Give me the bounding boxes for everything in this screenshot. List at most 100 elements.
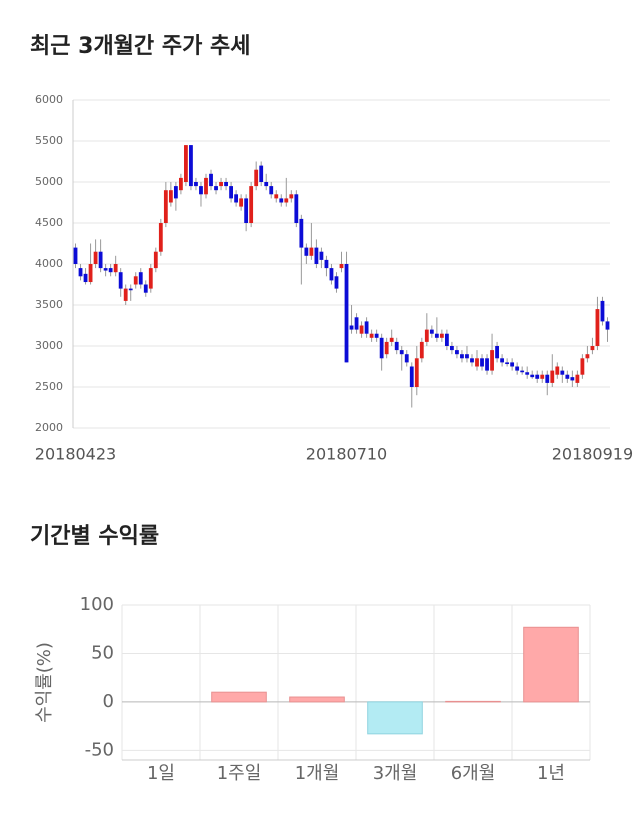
candle-body [525,372,529,374]
y-tick-label: 5500 [35,134,63,147]
candle-body [535,375,539,379]
candle-body [580,358,584,374]
candle-body [515,367,519,371]
candle-body [575,375,579,383]
y-tick-label: 4500 [35,216,63,229]
x-tick-label: 1일 [147,763,175,784]
candle-body [490,350,494,371]
x-tick-label: 1개월 [295,763,340,784]
candle-body [259,166,263,182]
candle-body [405,354,409,362]
candle-body [179,178,183,190]
y-tick-label: 3500 [35,298,63,311]
candle-body [314,248,318,264]
candle-body [360,326,364,334]
candle-body [485,358,489,370]
candle-body [586,354,590,358]
candle-body [99,252,103,268]
candle-body [596,309,600,346]
y-tick-label: 100 [80,594,114,615]
y-tick-label: 3000 [35,339,63,352]
candle-body [109,268,113,272]
x-tick-label: 1주일 [217,763,262,784]
candle-body [229,186,233,198]
candle-body [540,375,544,379]
candle-body [500,358,504,362]
candle-body [510,362,514,366]
candle-body [174,186,178,198]
candle-body [335,276,339,288]
candle-body [239,198,243,206]
candle-body [355,317,359,329]
candle-body [279,198,283,202]
candle-body [269,186,273,194]
candle-body [560,371,564,375]
candle-body [480,358,484,366]
x-tick-label: 3개월 [373,763,418,784]
candle-body [425,330,429,342]
bar [524,627,579,702]
candle-body [209,174,213,186]
candle-body [139,272,143,284]
candle-body [219,182,223,186]
candle-body [601,301,605,322]
candle-body [375,334,379,338]
y-tick-label: 4000 [35,257,63,270]
candle-body [365,321,369,333]
candle-body [380,338,384,359]
candle-body [400,350,404,354]
candle-body [294,194,298,223]
candle-body [104,268,108,270]
candle-body [475,358,479,366]
candle-body [385,342,389,354]
candle-body [134,276,138,284]
candle-body [304,248,308,256]
candle-body [309,248,313,256]
candle-body [159,223,163,252]
bar [290,697,345,702]
candle-body [325,260,329,268]
y-tick-label: 2000 [35,421,63,434]
candle-body [94,252,98,264]
candle-body [264,182,268,186]
candle-body [550,371,554,383]
candle-body [154,252,158,268]
candle-body [189,145,193,186]
x-tick-label: 20180919 [552,445,633,464]
candle-body [440,334,444,338]
candle-body [591,346,595,350]
y-axis-label: 수익률(%) [34,642,55,723]
candle-body [144,285,148,293]
candle-body [395,342,399,350]
candle-body [370,334,374,338]
candle-body [415,358,419,387]
candle-body [249,186,253,223]
y-tick-label: 6000 [35,93,63,106]
candle-body [124,289,128,301]
candle-body [470,358,474,362]
candle-body [164,190,168,223]
candle-body [284,198,288,202]
candle-body [420,342,424,358]
candle-body [289,194,293,198]
y-tick-label: -50 [85,739,114,760]
candle-body [194,182,198,186]
candle-body [495,346,499,358]
y-tick-label: 2500 [35,380,63,393]
candle-body [79,268,83,276]
candle-body [184,145,188,182]
candle-body [445,334,449,346]
candle-body [84,274,88,282]
candle-body [460,354,464,358]
bar [212,692,267,702]
candle-body [89,264,93,282]
candle-body [169,190,173,202]
candle-body [520,371,524,373]
candle-body [340,264,344,268]
candle-body [435,334,439,338]
candle-body [114,264,118,272]
candle-body [450,346,454,350]
candle-body [224,182,228,186]
candle-body [129,289,133,291]
